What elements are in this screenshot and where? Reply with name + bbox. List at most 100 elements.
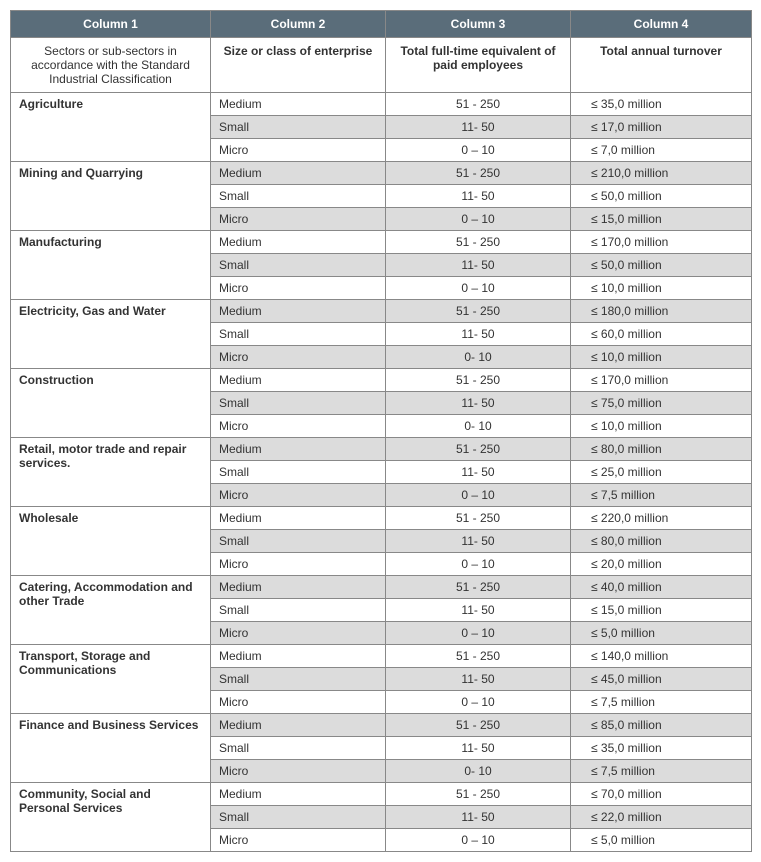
col-header-2: Column 2 — [211, 11, 386, 38]
turnover-cell: ≤ 170,0 million — [571, 231, 752, 254]
employees-cell: 51 - 250 — [386, 300, 571, 323]
table-row: Transport, Storage and CommunicationsMed… — [11, 645, 752, 668]
size-cell: Small — [211, 185, 386, 208]
size-cell: Micro — [211, 691, 386, 714]
table-row: ManufacturingMedium51 - 250≤ 170,0 milli… — [11, 231, 752, 254]
turnover-cell: ≤ 22,0 million — [571, 806, 752, 829]
turnover-cell: ≤ 25,0 million — [571, 461, 752, 484]
size-cell: Small — [211, 668, 386, 691]
col-header-4: Column 4 — [571, 11, 752, 38]
turnover-cell: ≤ 7,5 million — [571, 484, 752, 507]
size-cell: Medium — [211, 507, 386, 530]
turnover-cell: ≤ 80,0 million — [571, 438, 752, 461]
turnover-cell: ≤ 7,0 million — [571, 139, 752, 162]
turnover-cell: ≤ 210,0 million — [571, 162, 752, 185]
turnover-cell: ≤ 40,0 million — [571, 576, 752, 599]
col-subheader-4: Total annual turnover — [571, 38, 752, 93]
table-row: Catering, Accommodation and other TradeM… — [11, 576, 752, 599]
sector-cell: Manufacturing — [11, 231, 211, 300]
employees-cell: 11- 50 — [386, 668, 571, 691]
sector-cell: Community, Social and Personal Services — [11, 783, 211, 852]
size-cell: Micro — [211, 208, 386, 231]
table-row: Electricity, Gas and WaterMedium51 - 250… — [11, 300, 752, 323]
employees-cell: 51 - 250 — [386, 645, 571, 668]
turnover-cell: ≤ 7,5 million — [571, 691, 752, 714]
employees-cell: 0- 10 — [386, 760, 571, 783]
employees-cell: 51 - 250 — [386, 576, 571, 599]
col-subheader-1: Sectors or sub-sectors in accordance wit… — [11, 38, 211, 93]
employees-cell: 0- 10 — [386, 346, 571, 369]
turnover-cell: ≤ 220,0 million — [571, 507, 752, 530]
turnover-cell: ≤ 85,0 million — [571, 714, 752, 737]
size-cell: Small — [211, 323, 386, 346]
size-cell: Medium — [211, 369, 386, 392]
turnover-cell: ≤ 10,0 million — [571, 346, 752, 369]
sector-cell: Wholesale — [11, 507, 211, 576]
col-subheader-3: Total full-time equivalent of paid emplo… — [386, 38, 571, 93]
employees-cell: 51 - 250 — [386, 231, 571, 254]
turnover-cell: ≤ 15,0 million — [571, 208, 752, 231]
col-header-1: Column 1 — [11, 11, 211, 38]
employees-cell: 0 – 10 — [386, 691, 571, 714]
employees-cell: 11- 50 — [386, 185, 571, 208]
sector-cell: Agriculture — [11, 93, 211, 162]
turnover-cell: ≤ 80,0 million — [571, 530, 752, 553]
employees-cell: 0 – 10 — [386, 484, 571, 507]
table-body: AgricultureMedium51 - 250≤ 35,0 millionS… — [11, 93, 752, 852]
size-cell: Medium — [211, 162, 386, 185]
turnover-cell: ≤ 10,0 million — [571, 415, 752, 438]
sector-cell: Mining and Quarrying — [11, 162, 211, 231]
size-cell: Medium — [211, 714, 386, 737]
employees-cell: 51 - 250 — [386, 783, 571, 806]
sector-cell: Transport, Storage and Communications — [11, 645, 211, 714]
sector-cell: Catering, Accommodation and other Trade — [11, 576, 211, 645]
turnover-cell: ≤ 45,0 million — [571, 668, 752, 691]
size-cell: Small — [211, 737, 386, 760]
employees-cell: 11- 50 — [386, 254, 571, 277]
size-cell: Micro — [211, 622, 386, 645]
table-row: Finance and Business ServicesMedium51 - … — [11, 714, 752, 737]
turnover-cell: ≤ 5,0 million — [571, 622, 752, 645]
employees-cell: 11- 50 — [386, 323, 571, 346]
table-row: ConstructionMedium51 - 250≤ 170,0 millio… — [11, 369, 752, 392]
employees-cell: 0 – 10 — [386, 277, 571, 300]
employees-cell: 11- 50 — [386, 806, 571, 829]
size-cell: Small — [211, 806, 386, 829]
employees-cell: 11- 50 — [386, 392, 571, 415]
employees-cell: 0 – 10 — [386, 553, 571, 576]
size-cell: Medium — [211, 645, 386, 668]
size-cell: Medium — [211, 576, 386, 599]
col-subheader-2: Size or class of enterprise — [211, 38, 386, 93]
table-row: Retail, motor trade and repair services.… — [11, 438, 752, 461]
col-header-3: Column 3 — [386, 11, 571, 38]
turnover-cell: ≤ 50,0 million — [571, 254, 752, 277]
size-cell: Micro — [211, 139, 386, 162]
sector-cell: Electricity, Gas and Water — [11, 300, 211, 369]
turnover-cell: ≤ 60,0 million — [571, 323, 752, 346]
size-cell: Small — [211, 116, 386, 139]
employees-cell: 11- 50 — [386, 461, 571, 484]
size-cell: Medium — [211, 231, 386, 254]
employees-cell: 51 - 250 — [386, 369, 571, 392]
employees-cell: 11- 50 — [386, 599, 571, 622]
turnover-cell: ≤ 170,0 million — [571, 369, 752, 392]
turnover-cell: ≤ 5,0 million — [571, 829, 752, 852]
size-cell: Micro — [211, 346, 386, 369]
size-cell: Small — [211, 599, 386, 622]
size-cell: Micro — [211, 484, 386, 507]
size-cell: Micro — [211, 277, 386, 300]
turnover-cell: ≤ 180,0 million — [571, 300, 752, 323]
turnover-cell: ≤ 7,5 million — [571, 760, 752, 783]
size-cell: Medium — [211, 783, 386, 806]
table-row: Mining and QuarryingMedium51 - 250≤ 210,… — [11, 162, 752, 185]
size-cell: Micro — [211, 415, 386, 438]
size-cell: Micro — [211, 829, 386, 852]
employees-cell: 51 - 250 — [386, 162, 571, 185]
size-cell: Micro — [211, 553, 386, 576]
table-row: Community, Social and Personal ServicesM… — [11, 783, 752, 806]
employees-cell: 11- 50 — [386, 530, 571, 553]
size-cell: Medium — [211, 300, 386, 323]
size-cell: Small — [211, 392, 386, 415]
employees-cell: 0 – 10 — [386, 208, 571, 231]
size-cell: Small — [211, 530, 386, 553]
